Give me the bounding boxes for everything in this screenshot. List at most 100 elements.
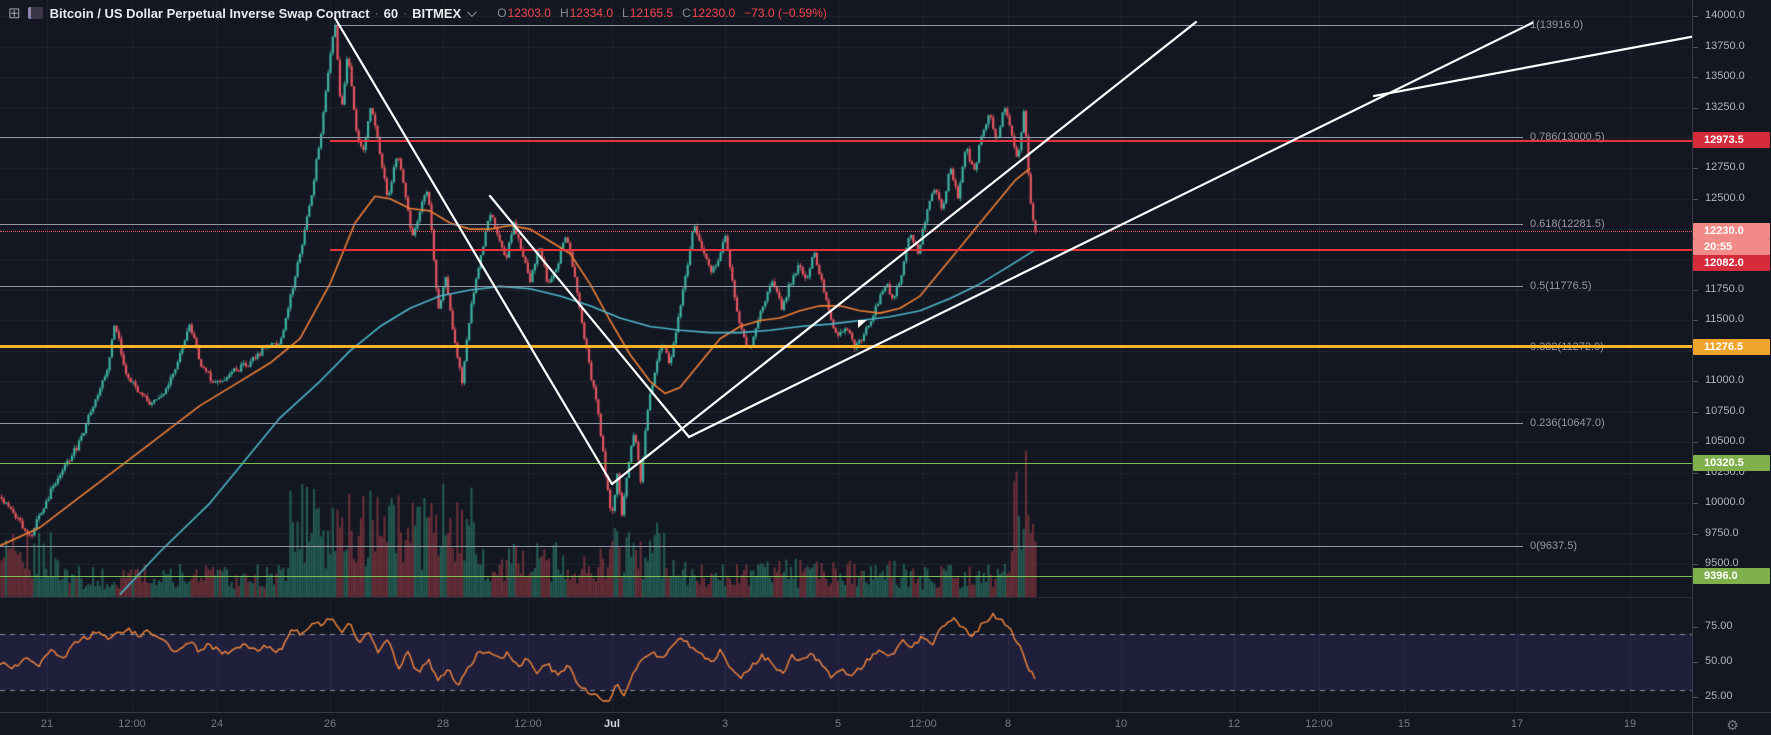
price-tick-label: 10500.0 [1705, 435, 1745, 447]
support-line-9396[interactable] [0, 576, 1692, 577]
open-label: O [497, 6, 507, 20]
chart-legend: ⊞ Bitcoin / US Dollar Perpetual Inverse … [8, 4, 827, 22]
layout-grid-icon[interactable]: ⊞ [8, 5, 21, 22]
open-value: 12303.0 [507, 6, 551, 20]
fib-line-1[interactable] [335, 25, 1523, 26]
exchange-name: BITMEX [412, 5, 462, 21]
alert-line-12082[interactable] [330, 249, 1692, 251]
price-tick-mark [1693, 108, 1698, 109]
high-label: H [559, 6, 569, 20]
trendline-down-1[interactable] [333, 16, 614, 486]
ohlc-readout: O 12303.0 H 12334.0 L 12165.5 C 12230.0 … [488, 6, 827, 20]
close-value: 12230.0 [691, 6, 736, 20]
price-tick-mark [1693, 77, 1698, 78]
low-value: 12165.5 [629, 6, 674, 20]
close-label: C [682, 6, 691, 20]
price-chip[interactable]: 11276.5 [1693, 339, 1770, 355]
price-tick-mark [1693, 697, 1698, 698]
fib-level-label[interactable]: 0(9637.5) [1530, 540, 1578, 552]
fib-level-label[interactable]: 0.618(12281.5) [1530, 218, 1605, 230]
low-label: L [622, 6, 629, 20]
chevron-down-icon[interactable] [467, 6, 478, 17]
last-price-line[interactable] [0, 231, 1692, 232]
price-tick-mark [1693, 627, 1698, 628]
axis-corner: ⚙ [1692, 712, 1771, 735]
fib-level-label[interactable]: 1(13916.0) [1530, 19, 1584, 31]
time-axis[interactable]: 21 12:00 24 26 28 12:00 Jul 3 5 12:00 8 10 12 12:00 15… [0, 712, 1692, 735]
time-tick-label: 12:00 [514, 718, 542, 730]
price-tick-mark [1693, 503, 1698, 504]
legend-separator: · [403, 6, 408, 20]
price-tick-mark [1693, 168, 1698, 169]
price-tick-mark [1693, 412, 1698, 413]
time-tick-label: 12 [1227, 718, 1241, 730]
price-tick-label: 11500.0 [1705, 313, 1744, 325]
price-tick-label: 9500.0 [1705, 557, 1739, 569]
fib-line-0786[interactable] [0, 137, 1523, 138]
price-tick-label: 12750.0 [1705, 161, 1745, 173]
symbol-name[interactable]: Bitcoin / US Dollar Perpetual Inverse Sw… [49, 5, 370, 21]
fib-level-label[interactable]: 0.5(11776.5) [1530, 280, 1592, 292]
alert-line-11276[interactable] [0, 345, 1692, 348]
fib-line-0236[interactable] [0, 423, 1523, 424]
time-tick-label: 17 [1510, 718, 1524, 730]
price-chip[interactable]: 12973.5 [1693, 132, 1770, 148]
time-tick-label: 5 [834, 718, 842, 730]
support-line-10320[interactable] [0, 463, 1692, 464]
arrow-marker[interactable] [858, 320, 867, 328]
price-tick-label: 13750.0 [1705, 40, 1745, 52]
price-tick-label: 9750.0 [1705, 527, 1739, 539]
trendline-up-2[interactable] [687, 21, 1534, 439]
fib-level-label[interactable]: 0.236(10647.0) [1530, 417, 1605, 429]
price-tick-label: 10000.0 [1705, 496, 1745, 508]
price-chip[interactable]: 9396.0 [1693, 568, 1770, 584]
price-tick-mark [1693, 442, 1698, 443]
fib-line-0618[interactable] [0, 224, 1523, 225]
interval-value[interactable]: 60 [383, 5, 399, 21]
pane-separator[interactable] [0, 597, 1771, 598]
time-tick-label: 3 [721, 718, 729, 730]
price-tick-mark [1693, 534, 1698, 535]
price-tick-label: 75.00 [1705, 620, 1733, 632]
price-tick-label: 13250.0 [1705, 101, 1745, 113]
price-tick-mark [1693, 473, 1698, 474]
time-tick-label: 21 [40, 718, 54, 730]
price-tick-mark [1693, 199, 1698, 200]
price-tick-mark [1693, 16, 1698, 17]
price-tick-label: 25.00 [1705, 690, 1733, 702]
price-tick-mark [1693, 564, 1698, 565]
price-chip[interactable]: 20:55 [1693, 239, 1770, 255]
time-tick-label: 24 [210, 718, 224, 730]
price-tick-mark [1693, 381, 1698, 382]
fib-line-0[interactable] [0, 546, 1523, 547]
price-tick-label: 11750.0 [1705, 283, 1744, 295]
price-chip[interactable]: 12230.0 [1693, 223, 1770, 239]
price-tick-label: 12500.0 [1705, 192, 1745, 204]
alert-line-12973[interactable] [330, 140, 1692, 142]
settings-gear-icon[interactable]: ⚙ [1726, 716, 1739, 733]
time-tick-label: 12:00 [118, 718, 146, 730]
price-chip[interactable]: 12082.0 [1693, 255, 1770, 271]
price-chip[interactable]: 10320.5 [1693, 455, 1770, 471]
time-tick-label: 8 [1004, 718, 1012, 730]
time-tick-label: Jul [604, 718, 620, 730]
price-tick-mark [1693, 47, 1698, 48]
price-axis[interactable]: 14000.0 13750.0 13500.0 13250.0 12750.0 12500… [1692, 0, 1771, 735]
price-tick-mark [1693, 290, 1698, 291]
time-tick-label: 12:00 [909, 718, 937, 730]
time-tick-label: 26 [323, 718, 337, 730]
time-tick-label: 12:00 [1305, 718, 1333, 730]
price-tick-mark [1693, 320, 1698, 321]
trendline-down-2[interactable] [488, 194, 691, 439]
time-tick-label: 28 [436, 718, 450, 730]
price-tick-label: 14000.0 [1705, 9, 1745, 21]
fib-line-05[interactable] [0, 286, 1523, 287]
trendline-up-1[interactable] [610, 20, 1198, 486]
time-tick-label: 19 [1623, 718, 1637, 730]
exchange-logo [27, 7, 43, 19]
time-tick-label: 10 [1114, 718, 1128, 730]
high-value: 12334.0 [569, 6, 613, 20]
